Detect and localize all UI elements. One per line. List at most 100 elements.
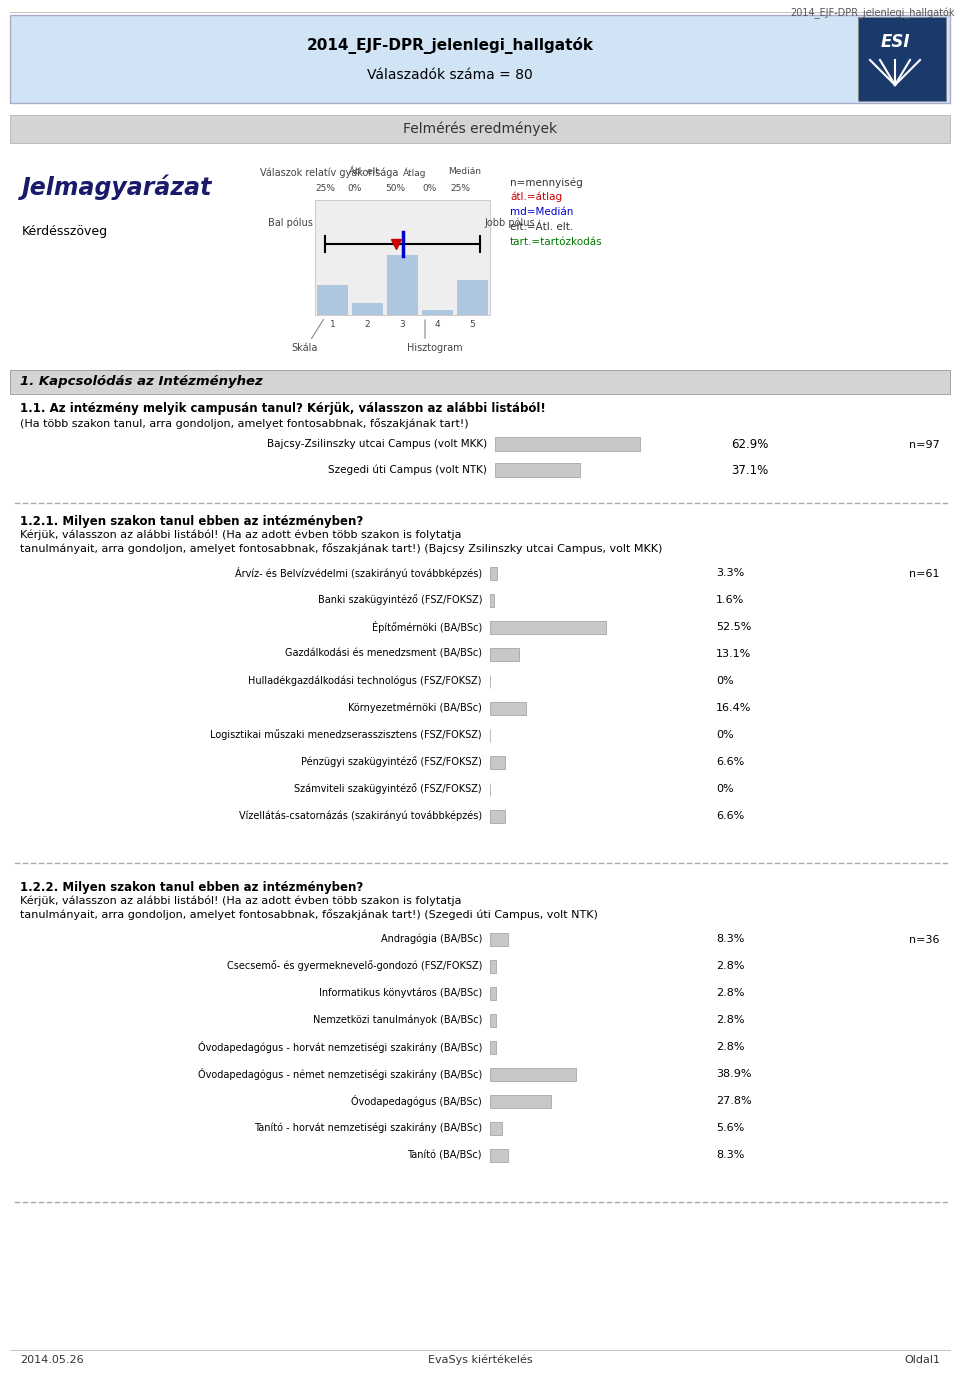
Text: Válaszadók száma = 80: Válaszadók száma = 80 — [367, 68, 533, 82]
Text: Kérdésszöveg: Kérdésszöveg — [22, 224, 108, 238]
Text: 27.8%: 27.8% — [716, 1096, 752, 1107]
Text: tanulmányait, arra gondoljon, amelyet fontosabbnak, főszakjának tart!) (Bajcsy Z: tanulmányait, arra gondoljon, amelyet fo… — [20, 543, 662, 554]
Text: 8.3%: 8.3% — [716, 933, 744, 945]
Text: Környezetmérnöki (BA/BSc): Környezetmérnöki (BA/BSc) — [348, 702, 482, 713]
Bar — [858, 17, 946, 101]
Text: Átlag: Átlag — [403, 168, 427, 177]
Text: 5: 5 — [469, 320, 475, 330]
Text: 4: 4 — [435, 320, 441, 330]
Text: 62.9%: 62.9% — [731, 438, 768, 450]
Bar — [10, 15, 950, 102]
Bar — [490, 620, 606, 633]
Bar — [490, 960, 496, 972]
Text: Átl. elt.: Átl. elt. — [348, 168, 381, 176]
Bar — [457, 280, 488, 314]
Text: 2014.05.26: 2014.05.26 — [20, 1355, 84, 1366]
Text: 1.2.1. Milyen szakon tanul ebben az intézményben?: 1.2.1. Milyen szakon tanul ebben az inté… — [20, 515, 363, 528]
Text: Szegedi úti Campus (volt NTK): Szegedi úti Campus (volt NTK) — [328, 465, 487, 475]
Text: 2.8%: 2.8% — [716, 988, 745, 999]
Text: 5.6%: 5.6% — [716, 1123, 744, 1133]
Text: 50%: 50% — [385, 184, 405, 193]
Bar — [490, 932, 508, 946]
Bar — [490, 701, 526, 715]
Text: 38.9%: 38.9% — [716, 1069, 752, 1079]
Text: 2.8%: 2.8% — [716, 1015, 745, 1025]
Bar — [490, 648, 518, 661]
Text: 2014_EJF-DPR_jelenlegi_hallgatók: 2014_EJF-DPR_jelenlegi_hallgatók — [306, 36, 593, 54]
Text: Csecsemő- és gyermeknevelő-gondozó (FSZ/FOKSZ): Csecsemő- és gyermeknevelő-gondozó (FSZ/… — [227, 961, 482, 971]
Text: 37.1%: 37.1% — [731, 464, 768, 476]
Text: Jelmagyarázat: Jelmagyarázat — [22, 175, 212, 201]
Text: Bajcsy-Zsilinszky utcai Campus (volt MKK): Bajcsy-Zsilinszky utcai Campus (volt MKK… — [267, 439, 487, 449]
Text: Skála: Skála — [292, 343, 318, 353]
Bar — [490, 1040, 496, 1054]
Text: 1.1. Az intézmény melyik campusán tanul? Kérjük, válasszon az alábbi listából!: 1.1. Az intézmény melyik campusán tanul?… — [20, 402, 545, 416]
Text: Informatikus könyvtáros (BA/BSc): Informatikus könyvtáros (BA/BSc) — [319, 988, 482, 999]
Text: Hisztogram: Hisztogram — [407, 343, 463, 353]
Text: Jobb pólus: Jobb pólus — [485, 217, 536, 227]
Text: Bal pólus: Bal pólus — [268, 217, 312, 227]
Bar — [10, 115, 950, 143]
Text: 25%: 25% — [450, 184, 470, 193]
Bar — [495, 463, 581, 476]
Text: EvaSys kiértékelés: EvaSys kiértékelés — [428, 1355, 532, 1366]
Bar — [490, 1094, 551, 1108]
Text: 0%: 0% — [422, 184, 437, 193]
Text: 2.8%: 2.8% — [716, 961, 745, 971]
Text: n=mennyiség: n=mennyiség — [510, 177, 583, 187]
Bar — [315, 199, 490, 314]
Bar — [490, 755, 505, 769]
Text: 8.3%: 8.3% — [716, 1150, 744, 1161]
Text: (Ha több szakon tanul, arra gondoljon, amelyet fontosabbnak, főszakjának tart!): (Ha több szakon tanul, arra gondoljon, a… — [20, 418, 468, 429]
Text: Felmérés eredmények: Felmérés eredmények — [403, 122, 557, 136]
Bar — [490, 1148, 508, 1162]
Text: Válaszok relatív gyakorisága: Válaszok relatív gyakorisága — [260, 168, 398, 177]
Text: 2014_EJF-DPR_jelenlegi_hallgatók: 2014_EJF-DPR_jelenlegi_hallgatók — [790, 8, 955, 19]
Text: 3.3%: 3.3% — [716, 568, 744, 578]
Bar — [490, 1122, 502, 1134]
Text: 13.1%: 13.1% — [716, 650, 752, 659]
Bar — [352, 303, 383, 314]
Text: Pénzügyi szakügyintéző (FSZ/FOKSZ): Pénzügyi szakügyintéző (FSZ/FOKSZ) — [301, 756, 482, 767]
Text: Tanító - horvát nemzetiségi szakirány (BA/BSc): Tanító - horvát nemzetiségi szakirány (B… — [253, 1123, 482, 1133]
Text: 16.4%: 16.4% — [716, 704, 752, 713]
Text: Oldal1: Oldal1 — [904, 1355, 940, 1366]
Text: n=97: n=97 — [909, 440, 940, 450]
Text: 1.6%: 1.6% — [716, 596, 744, 605]
Bar — [490, 1014, 496, 1026]
Bar — [422, 310, 453, 314]
Text: 6.6%: 6.6% — [716, 758, 744, 767]
Bar — [490, 986, 496, 1000]
Text: elt.=Átl. elt.: elt.=Átl. elt. — [510, 222, 573, 233]
Text: Építőmérnöki (BA/BSc): Építőmérnöki (BA/BSc) — [372, 620, 482, 633]
Text: md=Medián: md=Medián — [510, 206, 573, 217]
Text: Óvodapedagógus (BA/BSc): Óvodapedagógus (BA/BSc) — [351, 1096, 482, 1107]
Text: 0%: 0% — [716, 730, 733, 740]
Bar — [10, 370, 950, 393]
Text: 1. Kapcsolódás az Intézményhez: 1. Kapcsolódás az Intézményhez — [20, 375, 263, 389]
Text: 0%: 0% — [348, 184, 362, 193]
Text: Nemzetközi tanulmányok (BA/BSc): Nemzetközi tanulmányok (BA/BSc) — [313, 1015, 482, 1025]
Bar — [490, 566, 497, 579]
Text: Vízellátás-csatornázás (szakirányú továbbképzés): Vízellátás-csatornázás (szakirányú továb… — [239, 810, 482, 821]
Text: Tanító (BA/BSc): Tanító (BA/BSc) — [407, 1150, 482, 1161]
Text: 2: 2 — [365, 320, 371, 330]
Text: Banki szakügyintéző (FSZ/FOKSZ): Banki szakügyintéző (FSZ/FOKSZ) — [318, 594, 482, 605]
Text: 6.6%: 6.6% — [716, 812, 744, 821]
Bar — [317, 285, 348, 314]
Text: 25%: 25% — [315, 184, 335, 193]
Text: Óvodapedagógus - horvát nemzetiségi szakirány (BA/BSc): Óvodapedagógus - horvát nemzetiségi szak… — [198, 1042, 482, 1053]
Text: Medián: Medián — [448, 168, 482, 176]
Text: 52.5%: 52.5% — [716, 622, 752, 632]
Text: átl.=átlag: átl.=átlag — [510, 193, 563, 202]
Bar — [490, 1068, 576, 1080]
Text: 2.8%: 2.8% — [716, 1042, 745, 1053]
Text: 0%: 0% — [716, 784, 733, 794]
Text: Andragógia (BA/BSc): Andragógia (BA/BSc) — [380, 933, 482, 945]
Text: Gazdálkodási és menedzsment (BA/BSc): Gazdálkodási és menedzsment (BA/BSc) — [285, 650, 482, 659]
Text: Logisztikai műszaki menedzserasszisztens (FSZ/FOKSZ): Logisztikai műszaki menedzserasszisztens… — [210, 730, 482, 741]
Text: n=61: n=61 — [909, 569, 940, 579]
Text: Árvíz- és Belvízvédelmi (szakirányú továbbképzés): Árvíz- és Belvízvédelmi (szakirányú tová… — [235, 566, 482, 579]
Bar — [387, 255, 418, 314]
Text: tanulmányait, arra gondoljon, amelyet fontosabbnak, főszakjának tart!) (Szegedi : tanulmányait, arra gondoljon, amelyet fo… — [20, 909, 598, 920]
